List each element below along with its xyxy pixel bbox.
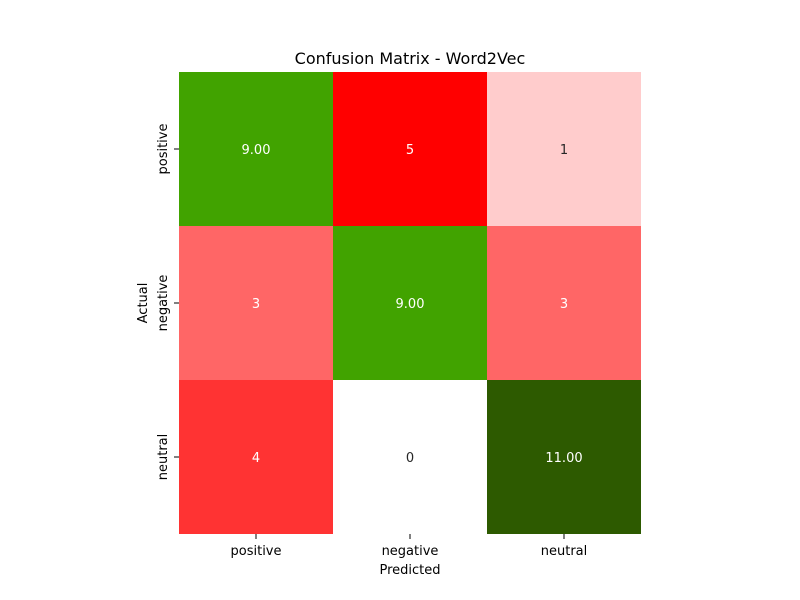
- heatmap-cell-r1-c1: [333, 226, 487, 380]
- x-axis-label: Predicted: [379, 563, 440, 578]
- heatmap-cell-r2-c2: [487, 380, 641, 534]
- heatmap-cell-r0-c1: [333, 72, 487, 226]
- y-axis-label: Actual: [136, 283, 151, 324]
- y-tick-label-2: neutral: [156, 434, 171, 481]
- cell-label-r1-c0: 3: [252, 297, 260, 312]
- heatmap-cells: [179, 72, 641, 534]
- cell-label-r2-c2: 11.00: [545, 451, 582, 466]
- x-tick-label-0: positive: [231, 544, 282, 559]
- cell-label-r2-c1: 0: [406, 451, 414, 466]
- heatmap-cell-r0-c2: [487, 72, 641, 226]
- cell-label-r0-c1: 5: [406, 143, 414, 158]
- cell-label-r0-c2: 1: [560, 143, 568, 158]
- chart-title: Confusion Matrix - Word2Vec: [295, 49, 526, 68]
- y-tick-label-0: positive: [156, 124, 171, 175]
- x-axis-ticks: positive negative neutral: [231, 534, 588, 559]
- cell-label-r2-c0: 4: [252, 451, 260, 466]
- heatmap-cell-r2-c1: [333, 380, 487, 534]
- heatmap-cell-r1-c2: [487, 226, 641, 380]
- cell-label-r0-c0: 9.00: [242, 143, 271, 158]
- heatmap-cell-labels: 9.00 5 1 3 9.00 3 4 0 11.00: [242, 143, 583, 466]
- x-tick-label-1: negative: [382, 544, 439, 559]
- cell-label-r1-c1: 9.00: [396, 297, 425, 312]
- cell-label-r1-c2: 3: [560, 297, 568, 312]
- heatmap-cell-r0-c0: [179, 72, 333, 226]
- y-axis-ticks: positive negative neutral: [156, 124, 179, 481]
- heatmap-cell-r1-c0: [179, 226, 333, 380]
- y-tick-label-1: negative: [156, 275, 171, 332]
- x-tick-label-2: neutral: [541, 544, 588, 559]
- heatmap-cell-r2-c0: [179, 380, 333, 534]
